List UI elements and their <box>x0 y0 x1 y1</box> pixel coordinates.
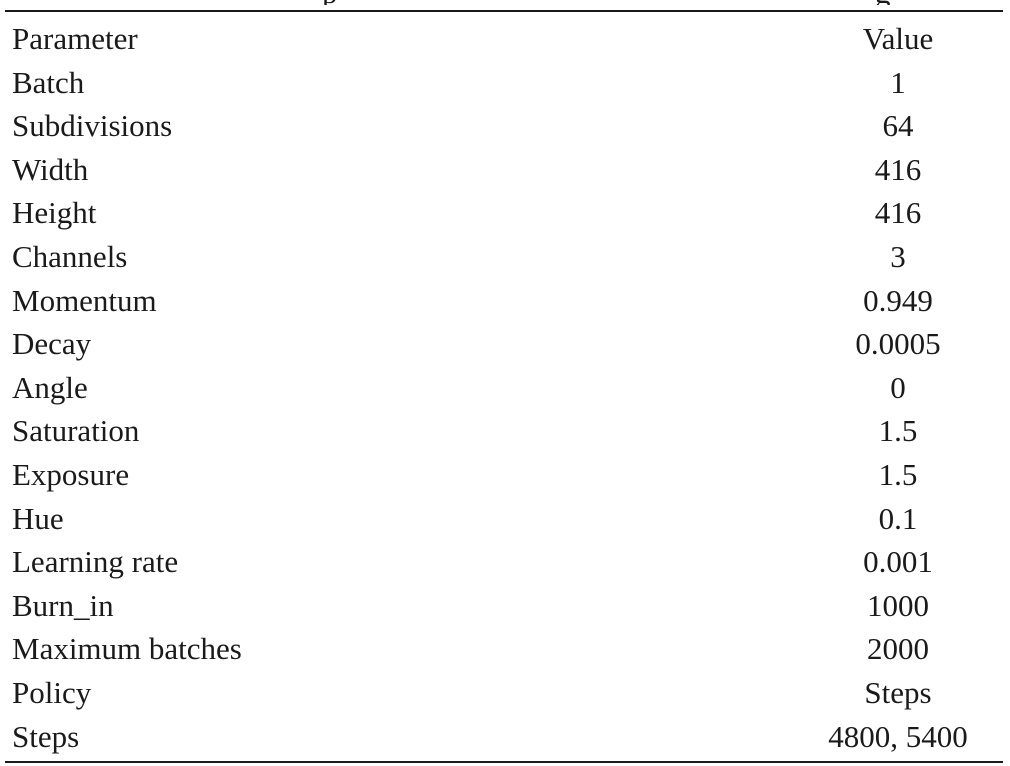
parameter-value: 0.949 <box>863 282 933 318</box>
table-row: Decay 0.0005 <box>5 322 1003 366</box>
parameter-name: Subdivisions <box>12 108 173 144</box>
parameter-name: Height <box>12 195 97 231</box>
parameter-value: 416 <box>874 151 922 187</box>
parameter-value: 1.5 <box>878 456 918 492</box>
parameter-name: Saturation <box>12 413 140 449</box>
parameter-name: Steps <box>12 718 80 754</box>
table-header-row: Parameter Value <box>5 17 1003 61</box>
table-row: Steps 4800, 5400 <box>5 715 1003 759</box>
table-bottom-rule <box>5 761 1003 763</box>
parameter-name: Hue <box>12 500 64 536</box>
table-row: Momentum 0.949 <box>5 279 1003 323</box>
table-row: Policy Steps <box>5 671 1003 715</box>
table-row: Subdivisions 64 <box>5 104 1003 148</box>
parameter-name: Width <box>12 151 89 187</box>
table-row: Channels 3 <box>5 235 1003 279</box>
parameter-value: 0.001 <box>863 544 933 580</box>
parameter-value: 3 <box>890 238 906 274</box>
parameter-value: 0.1 <box>878 500 918 536</box>
parameter-name: Policy <box>12 674 92 710</box>
parameter-value: Steps <box>864 674 932 710</box>
table-row: Learning rate 0.001 <box>5 540 1003 584</box>
header-value: Value <box>862 21 934 56</box>
table-row: Saturation 1.5 <box>5 409 1003 453</box>
parameter-name: Exposure <box>12 456 130 492</box>
parameter-name: Burn_in <box>12 587 114 623</box>
parameters-table: Parameter Value Batch 1 Subdivisions 64 Widt… <box>5 17 1003 758</box>
table-row: Maximum batches 2000 <box>5 627 1003 671</box>
table-row: Hue 0.1 <box>5 497 1003 541</box>
parameter-value: 4800, 5400 <box>828 718 968 754</box>
table-row: Width 416 <box>5 148 1003 192</box>
parameter-name: Learning rate <box>12 544 179 580</box>
parameter-name: Decay <box>12 326 92 362</box>
table-row: Height 416 <box>5 191 1003 235</box>
table-row: Burn_in 1000 <box>5 584 1003 628</box>
parameter-value: 1000 <box>867 587 929 623</box>
cut-off-caption: p g <box>0 0 1010 5</box>
parameter-value: 1 <box>890 64 906 100</box>
table-row: Angle 0 <box>5 366 1003 410</box>
parameter-value: 64 <box>882 108 914 144</box>
parameter-value: 0 <box>890 369 906 405</box>
parameter-name: Batch <box>12 64 85 100</box>
parameter-name: Channels <box>12 238 128 274</box>
parameter-name: Angle <box>12 369 88 405</box>
parameter-value: 416 <box>874 195 922 231</box>
table-row: Batch 1 <box>5 61 1003 105</box>
table-top-rule <box>5 10 1003 12</box>
parameter-name: Maximum batches <box>12 631 242 667</box>
parameter-value: 1.5 <box>878 413 918 449</box>
parameter-value: 0.0005 <box>855 326 941 362</box>
header-parameter: Parameter <box>12 21 138 56</box>
parameter-value: 2000 <box>867 631 929 667</box>
parameter-name: Momentum <box>12 282 157 318</box>
table-row: Exposure 1.5 <box>5 453 1003 497</box>
